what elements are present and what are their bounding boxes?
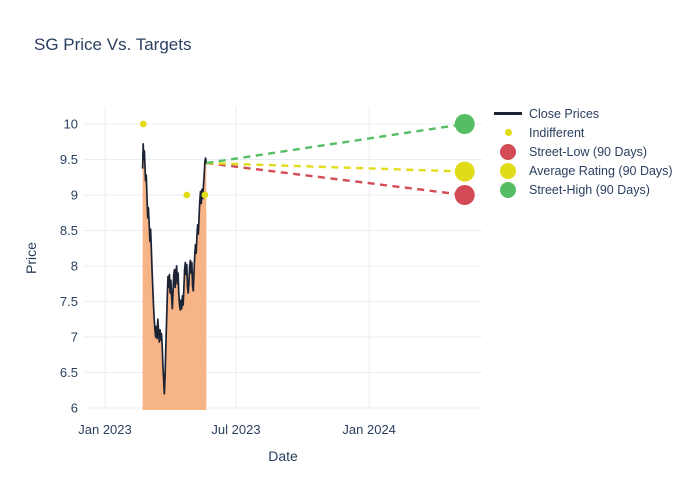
legend-item-average-rating[interactable]: Average Rating (90 Days)	[493, 161, 673, 180]
projection-line-street-low-days	[206, 161, 465, 197]
indifferent-marker	[201, 191, 209, 199]
small-dot-icon	[504, 129, 512, 136]
projection-line-street-high-days	[206, 122, 465, 165]
y-tick-label: 6.5	[60, 365, 78, 380]
legend-label: Street-Low (90 Days)	[529, 144, 648, 159]
legend-item-close-prices[interactable]: Close Prices	[493, 104, 673, 123]
green-dot-icon	[500, 181, 516, 198]
red-dot-icon	[500, 143, 516, 160]
legend-label: Average Rating (90 Days)	[529, 163, 673, 178]
x-tick-label: Jul 2023	[211, 422, 260, 437]
y-tick-label: 9	[71, 188, 78, 203]
y-tick-label: 7.5	[60, 294, 78, 309]
x-tick-label: Jan 2024	[342, 422, 396, 437]
legend-label: Close Prices	[529, 106, 600, 121]
y-tick-label: 6	[71, 401, 78, 416]
legend-label: Street-High (90 Days)	[529, 182, 650, 197]
average-rating-swatch-box	[493, 162, 523, 179]
street-high-swatch-box	[493, 181, 523, 198]
x-tick-label: Jan 2023	[78, 422, 132, 437]
street-low-swatch-box	[493, 143, 523, 160]
y-tick-label: 7	[71, 330, 78, 345]
line-swatch-icon	[494, 112, 522, 115]
legend-label: Indifferent	[529, 125, 585, 140]
yellow-dot-icon	[500, 162, 516, 179]
close-prices-swatch-box	[493, 112, 523, 115]
close-price-line	[141, 143, 208, 395]
y-tick-label: 8.5	[60, 223, 78, 238]
legend-item-street-low[interactable]: Street-Low (90 Days)	[493, 142, 673, 161]
target-marker-average-rating-days	[454, 161, 475, 182]
legend-item-street-high[interactable]: Street-High (90 Days)	[493, 180, 673, 199]
target-marker-street-low-days	[454, 185, 475, 205]
y-axis-title: Price	[23, 242, 39, 274]
y-tick-label: 8	[71, 259, 78, 274]
indifferent-swatch-box	[493, 129, 523, 136]
chart-title: SG Price Vs. Targets	[34, 35, 192, 54]
x-axis-title: Date	[268, 448, 298, 464]
y-tick-label: 9.5	[60, 152, 78, 167]
projection-line-average-rating-days	[206, 161, 465, 173]
target-marker-street-high-days	[454, 114, 475, 134]
legend: Close Prices Indifferent Street-Low (90 …	[493, 104, 673, 199]
legend-item-indifferent[interactable]: Indifferent	[493, 123, 673, 142]
y-tick-label: 10	[64, 117, 78, 132]
indifferent-marker	[183, 191, 191, 199]
indifferent-marker	[139, 120, 147, 128]
